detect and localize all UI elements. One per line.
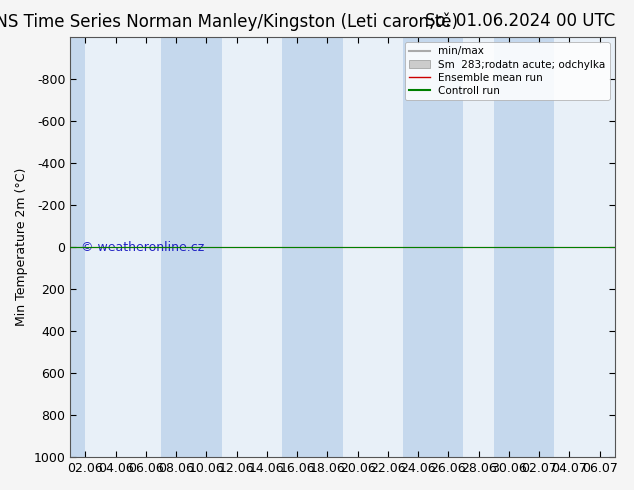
Text: ENS Time Series Norman Manley/Kingston (Leti caron;tě): ENS Time Series Norman Manley/Kingston (… xyxy=(0,12,458,31)
Bar xyxy=(70,37,86,457)
Bar xyxy=(282,37,342,457)
Text: So. 01.06.2024 00 UTC: So. 01.06.2024 00 UTC xyxy=(425,12,615,30)
Bar xyxy=(403,37,463,457)
Legend: min/max, Sm  283;rodatn acute; odchylka, Ensemble mean run, Controll run: min/max, Sm 283;rodatn acute; odchylka, … xyxy=(404,42,609,100)
Bar xyxy=(494,37,554,457)
Y-axis label: Min Temperature 2m (°C): Min Temperature 2m (°C) xyxy=(15,168,28,326)
Text: © weatheronline.cz: © weatheronline.cz xyxy=(81,241,204,254)
Bar xyxy=(161,37,221,457)
